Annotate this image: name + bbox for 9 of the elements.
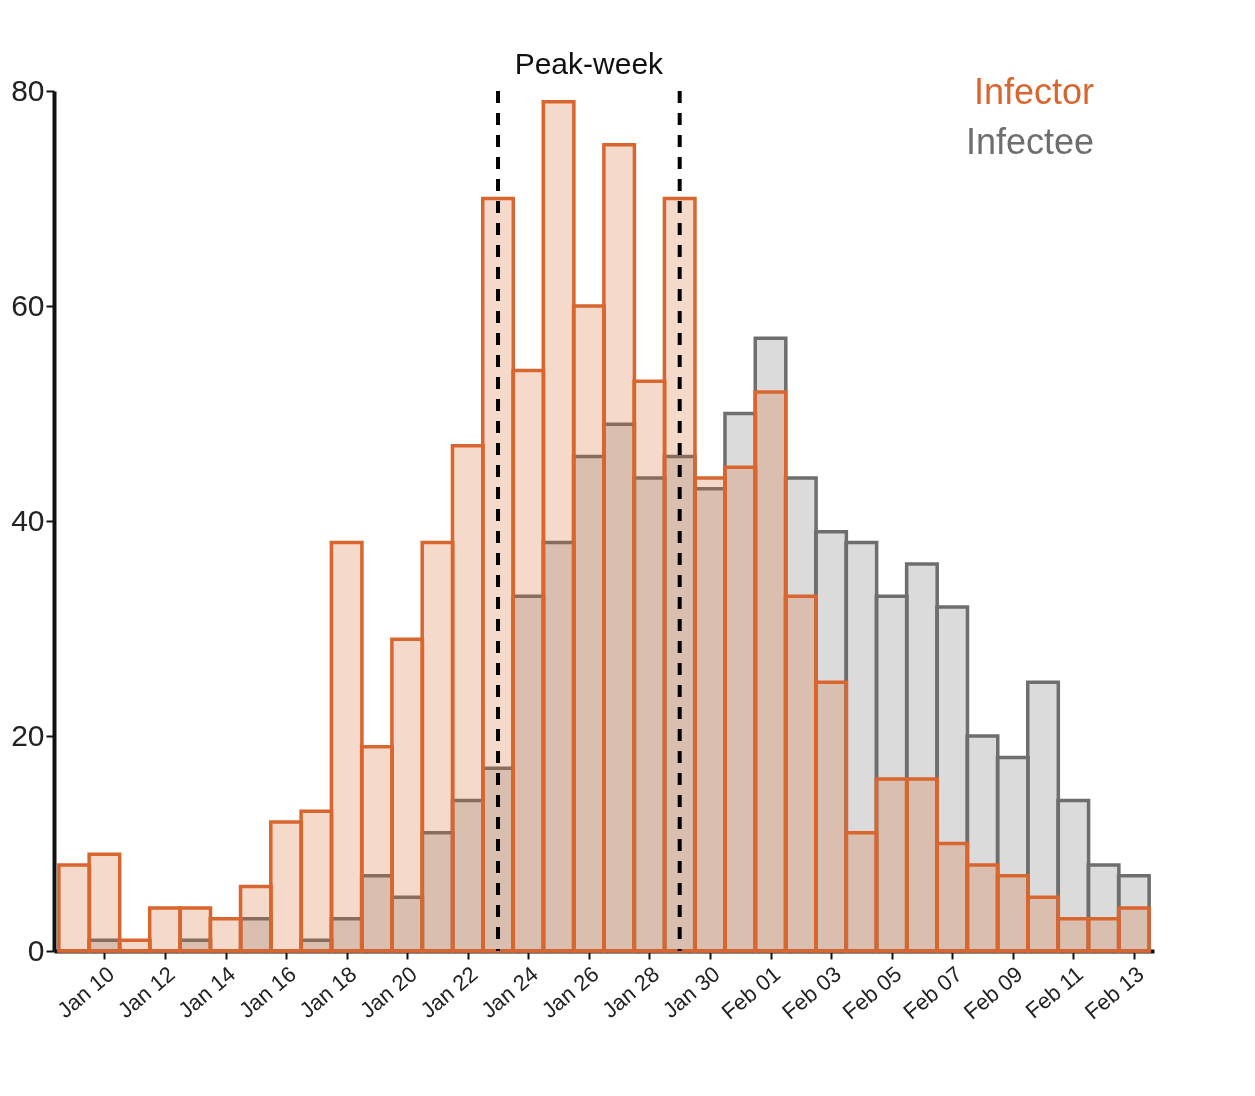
y-tick-label: 0 <box>27 933 45 967</box>
text: Infector <box>973 71 1095 112</box>
y-tick-label: 40 <box>11 503 45 537</box>
y-tick-label: 20 <box>11 718 45 752</box>
y-tick-label: 60 <box>11 288 45 322</box>
text: Infectee <box>965 121 1094 162</box>
text: Peak-week <box>514 47 665 80</box>
x-tick-label: Jan 28 <box>597 961 665 1023</box>
y-tick-label: 80 <box>11 73 45 107</box>
